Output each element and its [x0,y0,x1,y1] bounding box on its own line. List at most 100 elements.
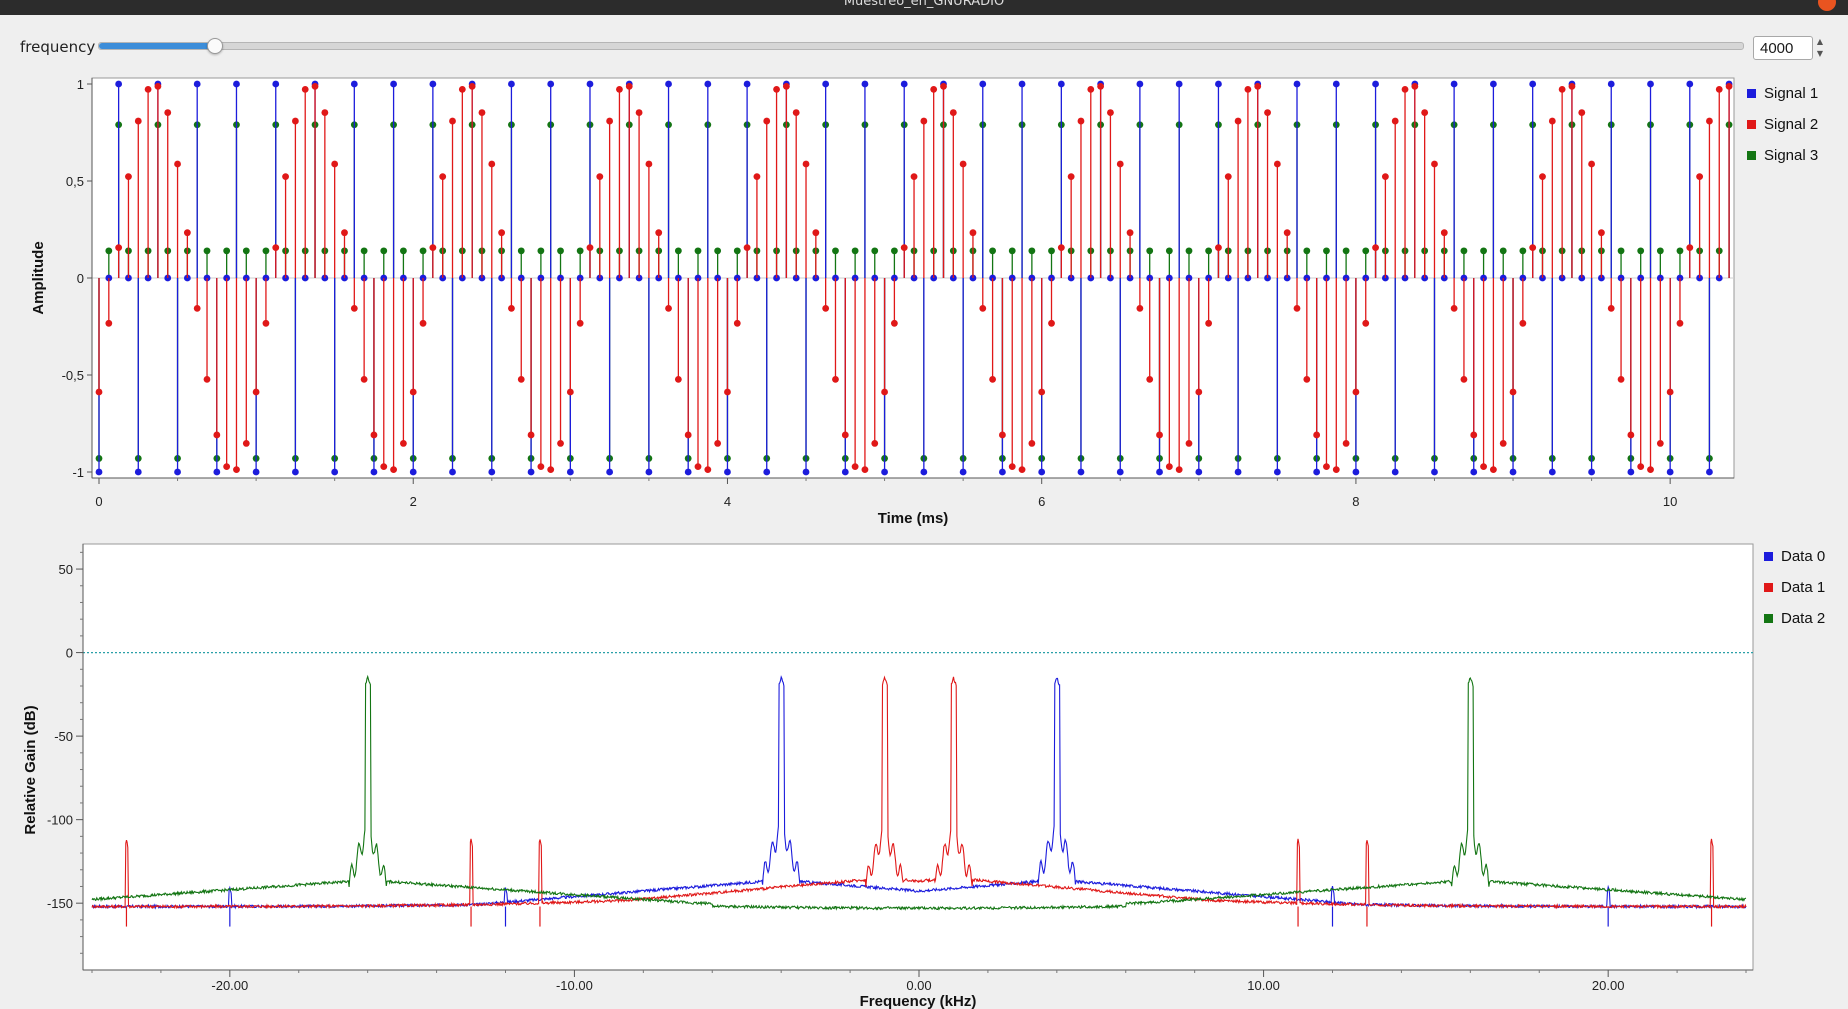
x-tick-label: 10.00 [1247,978,1280,993]
spin-up-icon[interactable]: ▲ [1816,37,1824,46]
data-point [1647,80,1654,88]
data-point [1323,247,1330,255]
data-point [1372,80,1379,88]
data-point [1165,463,1173,471]
data-point [920,468,928,476]
data-point [851,247,859,255]
close-icon[interactable] [1818,0,1836,11]
window-title-bar: Muestreo_en_GNURADIO [0,0,1848,15]
data-point [959,160,967,168]
legend-swatch [1764,614,1773,623]
data-point [635,109,643,116]
data-point [724,468,731,476]
frequency-slider-handle[interactable] [207,38,224,54]
legend-item-data-0[interactable]: Data 0 [1764,541,1825,572]
data-point [154,82,162,90]
data-point [1362,247,1370,255]
time-domain-plot: 1 0,5 0 -0,5 -1 0 2 4 6 8 10 Time (ms) Amplitude [30,77,1735,527]
data-point [115,80,123,88]
legend-item-signal-3[interactable]: Signal 3 [1747,140,1818,171]
time-y-axis-title: Amplitude [30,241,47,314]
data-point [1185,247,1193,255]
data-point [360,375,368,383]
data-point [1136,80,1144,88]
legend-item-data-1[interactable]: Data 1 [1764,572,1825,603]
data-point [1293,304,1301,312]
data-point [684,431,692,439]
data-point [1107,109,1114,116]
data-point [1352,468,1360,476]
y-tick-label: 0 [77,271,84,286]
data-point [547,80,555,88]
data-point [969,229,977,237]
data-point [1509,388,1517,396]
data-point [851,463,859,471]
data-point [1362,319,1370,327]
data-point [252,468,260,476]
data-point [1598,229,1605,237]
frequency-label: frequency [20,38,96,56]
data-point [1676,247,1684,255]
data-point [390,80,397,88]
data-point [1028,247,1036,255]
x-tick-label: 8 [1352,494,1359,509]
frequency-plot-marks [83,651,1753,927]
data-point [684,468,692,476]
data-point [782,82,790,90]
data-point [1165,247,1173,255]
legend-label: Signal 1 [1764,85,1819,102]
data-point [1568,82,1576,90]
data-point [105,319,113,327]
data-point [989,247,996,255]
data-point [1381,173,1389,181]
data-point [694,463,702,471]
data-point [1146,247,1154,255]
window-title: Muestreo_en_GNURADIO [843,0,1005,9]
data-point [1440,229,1448,237]
data-point [645,468,653,476]
data-point [400,440,407,447]
data-point [890,247,898,255]
data-point [174,160,181,168]
data-point [203,247,211,255]
data-point [1175,466,1183,474]
data-point [419,247,427,255]
data-point [1489,466,1497,474]
data-point [871,247,879,255]
data-point [1048,247,1055,255]
data-point [1372,244,1379,252]
y-tick-label: -1 [72,465,84,480]
data-point [1548,117,1556,125]
data-point [95,468,103,476]
data-point [1116,468,1124,476]
data-point [1627,468,1635,476]
x-tick-label: 20.00 [1592,978,1625,993]
data-point [1038,468,1046,476]
data-point [95,388,103,396]
legend-item-signal-1[interactable]: Signal 1 [1747,78,1818,109]
data-point [390,466,397,474]
legend-item-signal-2[interactable]: Signal 2 [1747,109,1818,140]
data-point [1656,440,1664,447]
legend-swatch [1764,583,1773,592]
data-point [999,468,1006,476]
spin-down-icon[interactable]: ▼ [1816,49,1824,58]
data-point [910,173,918,181]
data-point [1342,440,1350,447]
legend-item-data-2[interactable]: Data 2 [1764,603,1825,634]
frequency-slider[interactable] [98,38,1744,54]
data-point [233,466,240,474]
data-point [576,247,584,255]
data-point [1205,247,1213,255]
data-point [223,247,231,255]
x-tick-label: 10 [1663,494,1677,509]
data-point [380,247,388,255]
data-point [1637,247,1645,255]
frequency-spinbox[interactable]: 4000 [1753,36,1813,60]
data-point [861,466,869,474]
data-point [282,173,289,181]
legend-label: Signal 3 [1764,147,1819,164]
time-x-axis-title: Time (ms) [878,510,949,527]
data-point [1539,173,1546,181]
data-point [1391,468,1399,476]
